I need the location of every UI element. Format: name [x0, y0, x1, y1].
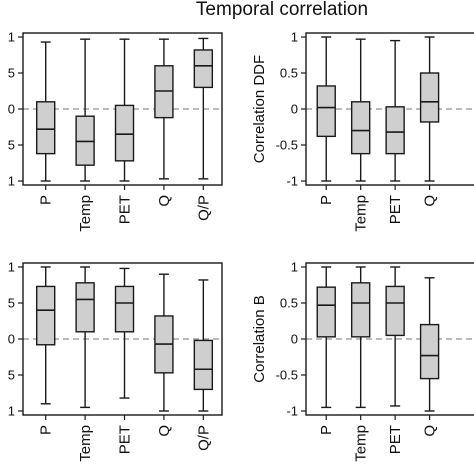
plot-frame: [305, 262, 474, 416]
box-temp: [350, 38, 371, 182]
x-tick-label: Q: [156, 195, 173, 207]
box-iqr: [75, 282, 95, 333]
y-tick-label: -0.5: [276, 138, 298, 153]
box-q: [154, 38, 174, 180]
x-tick-label: P: [318, 425, 335, 435]
y-tick-label: 0: [8, 332, 15, 347]
x-tick-label: Q/P: [195, 425, 212, 451]
plot-frame: [22, 262, 223, 416]
x-tick-label: P: [38, 195, 55, 205]
box-iqr: [36, 285, 56, 346]
panels: 1 5 0 5 1 P Temp PET Q Q/P 1 0.5 0 -0.5 -1 Correlation …: [8, 30, 474, 462]
x-tick-label: Temp: [353, 195, 370, 232]
plot-frame: [305, 32, 474, 186]
box-p: [316, 36, 336, 182]
y-tick-label: 0: [291, 332, 298, 347]
x-tick-label: PET: [117, 425, 134, 454]
box-temp: [350, 266, 371, 409]
box-q-p: [193, 279, 214, 412]
x-tick-label: Q: [156, 425, 173, 437]
x-tick-label: PET: [387, 195, 404, 224]
y-tick-label: 1: [8, 404, 15, 419]
y-tick-label: 0: [291, 102, 298, 117]
x-tick-label: PET: [387, 425, 404, 454]
box-p: [316, 266, 336, 409]
box-iqr: [114, 285, 135, 333]
box-iqr: [36, 101, 56, 155]
x-tick-label: Q: [422, 425, 439, 437]
x-tick-label: Temp: [77, 195, 94, 232]
y-tick-label: 5: [8, 138, 15, 153]
panel-4: 1 0.5 0 -0.5 -1 Correlation B P Temp PET Q: [251, 260, 474, 462]
y-tick-label: 5: [8, 296, 15, 311]
x-tick-label: Temp: [77, 425, 94, 462]
box-iqr: [385, 106, 405, 155]
y-axis-label: Correlation DDF: [251, 55, 268, 163]
y-tick-label: 1: [291, 260, 298, 275]
box-q: [419, 36, 440, 182]
box-iqr: [350, 282, 371, 338]
box-pet: [385, 39, 405, 182]
x-tick-label: P: [318, 195, 335, 205]
panel-1: 1 5 0 5 1 P Temp PET Q Q/P: [8, 30, 223, 232]
plot-frame: [22, 32, 223, 186]
x-tick-label: PET: [117, 195, 134, 224]
y-tick-label: 0: [8, 102, 15, 117]
box-pet: [114, 267, 135, 399]
y-tick-label: 5: [8, 368, 15, 383]
figure-title: Temporal correlation: [196, 0, 368, 20]
box-p: [36, 41, 56, 182]
y-axis-label: Correlation B: [251, 295, 268, 383]
y-tick-label: 1: [8, 30, 15, 45]
box-pet: [385, 266, 405, 407]
box-q: [419, 277, 440, 412]
box-pet: [114, 38, 135, 182]
box-q-p: [193, 37, 214, 180]
box-iqr: [385, 285, 405, 337]
y-tick-label: -1: [286, 174, 298, 189]
y-tick-label: 1: [8, 260, 15, 275]
y-tick-label: -0.5: [276, 368, 298, 383]
y-tick-label: 0.5: [280, 296, 298, 311]
x-tick-label: Q: [422, 195, 439, 207]
box-iqr: [316, 85, 336, 138]
y-tick-label: -1: [286, 404, 298, 419]
box-iqr: [316, 286, 336, 338]
y-tick-label: 1: [291, 30, 298, 45]
y-tick-label: 0.5: [280, 66, 298, 81]
box-iqr: [350, 101, 371, 155]
box-iqr: [193, 339, 214, 391]
box-q: [154, 273, 174, 412]
panel-2: 1 0.5 0 -0.5 -1 Correlation DDF P Temp PET Q: [251, 30, 474, 232]
box-iqr: [193, 49, 214, 89]
x-tick-label: Q/P: [195, 195, 212, 221]
box-iqr: [419, 323, 440, 380]
box-temp: [75, 38, 95, 182]
box-iqr: [419, 72, 440, 123]
y-tick-label: 1: [8, 174, 15, 189]
x-tick-label: Temp: [353, 425, 370, 462]
box-p: [36, 266, 56, 405]
x-tick-label: P: [38, 425, 55, 435]
box-temp: [75, 266, 95, 409]
y-tick-label: 5: [8, 66, 15, 81]
box-iqr: [114, 104, 135, 162]
panel-3: 1 5 0 5 1 P Temp PET Q Q/P: [8, 260, 223, 462]
